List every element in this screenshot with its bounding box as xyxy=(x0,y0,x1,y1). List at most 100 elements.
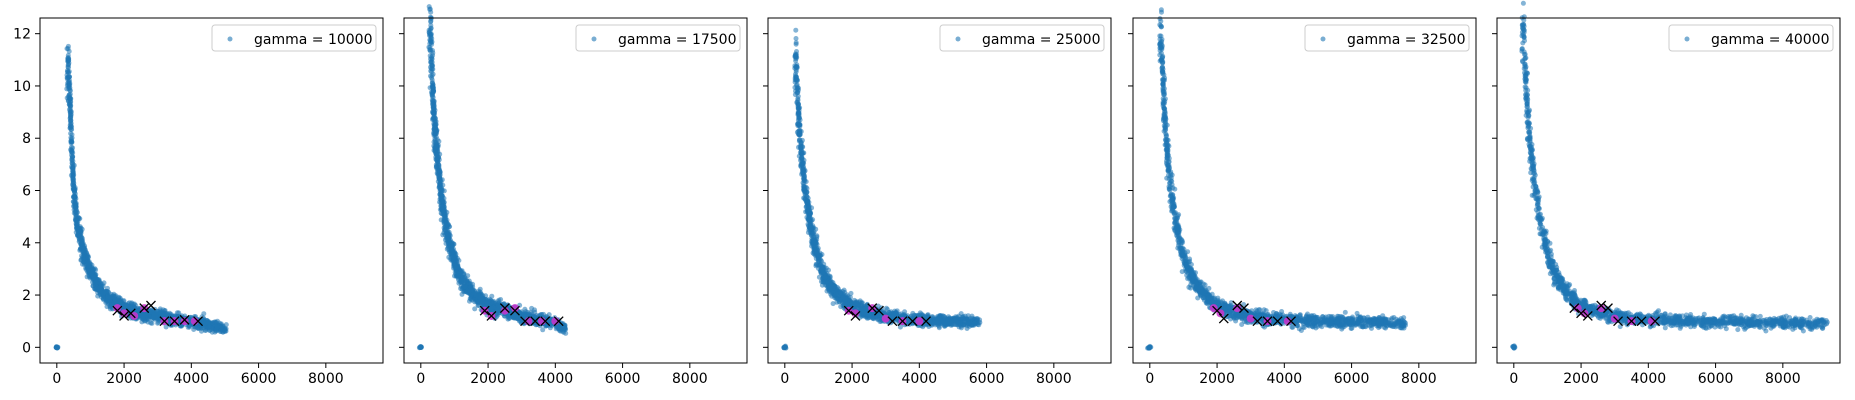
x-tick-label: 8000 xyxy=(308,371,344,387)
x-tick-label: 6000 xyxy=(241,371,277,387)
cloud-point xyxy=(75,232,81,238)
cloud-point xyxy=(806,217,812,223)
cloud-point xyxy=(81,255,87,261)
cloud-point xyxy=(207,324,212,329)
cloud-point xyxy=(826,267,831,273)
cloud-point xyxy=(86,268,92,273)
cloud-point xyxy=(945,319,951,325)
cloud-point xyxy=(438,190,444,196)
cloud-point xyxy=(429,75,435,81)
cloud-point xyxy=(797,123,803,129)
cloud-point xyxy=(66,57,72,63)
cloud-point xyxy=(97,285,103,291)
cloud-point xyxy=(489,293,495,299)
cloud-point xyxy=(434,157,440,163)
cloud-point xyxy=(797,131,803,137)
cloud-point xyxy=(68,123,74,129)
legend-label: gamma = 25000 xyxy=(982,32,1101,48)
cloud-point xyxy=(467,295,473,301)
cloud-point xyxy=(806,227,812,233)
cloud-point xyxy=(472,306,478,312)
cloud-point xyxy=(965,320,971,326)
x-marker xyxy=(193,316,204,327)
cloud-point xyxy=(532,307,537,313)
cloud-point xyxy=(441,217,447,223)
cloud-point xyxy=(470,281,476,287)
cloud-point xyxy=(1159,9,1164,15)
cloud-point xyxy=(71,194,77,200)
cloud-point xyxy=(453,264,459,270)
cloud-point xyxy=(794,77,800,83)
cloud-point xyxy=(938,318,944,324)
y-tick-label: 8 xyxy=(22,131,31,147)
cloud-point xyxy=(804,208,810,214)
x-tick-label: 2000 xyxy=(470,371,506,387)
cloud-point xyxy=(953,316,959,322)
origin-point xyxy=(55,345,60,351)
cloud-point xyxy=(432,133,438,138)
legend: gamma = 25000 xyxy=(939,24,1105,52)
cloud-point xyxy=(101,280,107,286)
cloud-point xyxy=(793,36,799,41)
cloud-point xyxy=(540,327,546,333)
cloud-point xyxy=(128,304,134,310)
cloud-point xyxy=(800,166,806,172)
x-marker xyxy=(179,314,190,325)
cloud-point xyxy=(78,228,84,234)
cloud-point xyxy=(68,139,74,145)
cloud-point xyxy=(430,88,436,94)
cloud-point xyxy=(69,127,75,132)
cloud-point xyxy=(137,312,143,318)
cloud-point xyxy=(428,38,433,44)
cloud-point xyxy=(155,320,161,326)
x-tick-label: 2000 xyxy=(834,371,870,387)
cloud-point xyxy=(477,296,483,301)
cloud-point xyxy=(149,320,155,326)
cloud-point xyxy=(488,305,494,311)
cloud-point xyxy=(431,126,437,132)
cloud-point xyxy=(430,115,436,121)
cloud-point xyxy=(800,151,805,156)
cloud-point xyxy=(185,324,191,330)
cloud-point xyxy=(974,316,980,322)
cloud-point xyxy=(798,144,804,150)
cloud-point xyxy=(806,199,812,205)
cloud-point xyxy=(428,31,434,37)
cloud-point xyxy=(212,319,218,325)
cloud-point xyxy=(70,170,76,176)
y-tick-label: 12 xyxy=(13,27,31,43)
cloud-point xyxy=(828,289,834,295)
x-tick-label: 2000 xyxy=(106,371,142,387)
cloud-point xyxy=(440,198,446,204)
cloud-point xyxy=(68,96,74,102)
cloud-point xyxy=(76,216,82,221)
cloud-point xyxy=(804,189,810,195)
cloud-point xyxy=(813,239,819,245)
x-tick-label: 0 xyxy=(416,371,425,387)
cloud-point xyxy=(796,111,801,117)
cloud-point xyxy=(67,107,72,113)
cloud-point xyxy=(956,324,962,330)
x-marker xyxy=(146,300,156,311)
cloud-point xyxy=(792,65,798,71)
cloud-point xyxy=(450,256,456,262)
cloud-point xyxy=(79,234,85,240)
cloud-point xyxy=(460,272,466,277)
cloud-point xyxy=(969,313,975,319)
cloud-point xyxy=(522,311,528,317)
cloud-point xyxy=(68,131,74,136)
x-tick-label: 4000 xyxy=(538,371,574,387)
x-tick-label: 0 xyxy=(780,371,789,387)
cloud-point xyxy=(67,80,73,86)
x-marker xyxy=(125,308,136,319)
cloud-point xyxy=(70,150,76,156)
cloud-point xyxy=(830,301,836,307)
cloud-point xyxy=(793,27,799,33)
cloud-point xyxy=(458,286,464,291)
cloud-point xyxy=(426,4,432,10)
cloud-point xyxy=(843,296,848,302)
